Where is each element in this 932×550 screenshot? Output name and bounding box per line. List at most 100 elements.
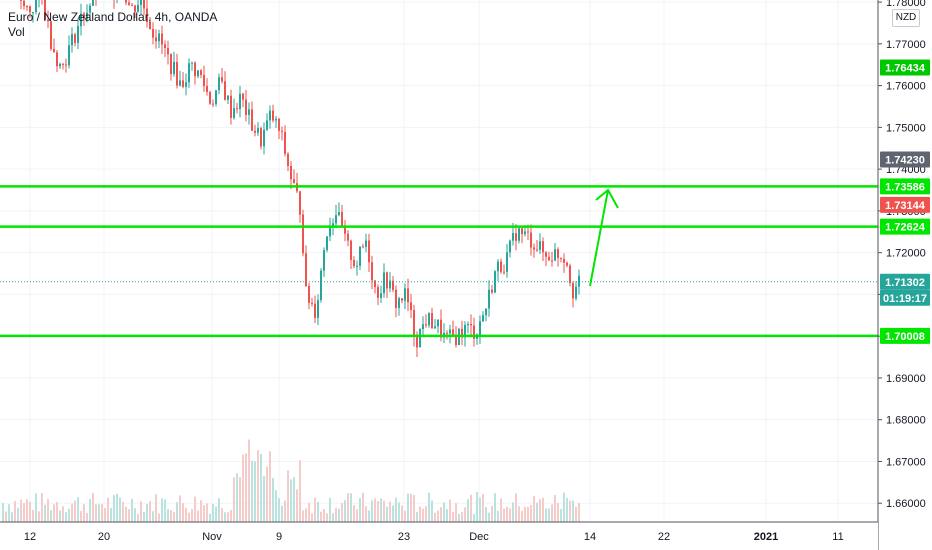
- candle-body: [86, 12, 88, 19]
- volume-bar: [308, 502, 310, 522]
- volume-bar: [224, 512, 226, 522]
- volume-bar: [392, 505, 394, 522]
- volume-bar: [497, 510, 499, 522]
- volume-bar: [443, 502, 445, 522]
- candle-body: [374, 280, 376, 288]
- currency-badge[interactable]: NZD: [892, 9, 920, 27]
- candle-body: [89, 5, 91, 13]
- volume-bar: [530, 504, 532, 522]
- candle-body: [410, 302, 412, 311]
- candle-body: [560, 257, 562, 259]
- volume-bar: [260, 453, 262, 522]
- volume-bar: [347, 493, 349, 522]
- volume-bar: [461, 511, 463, 522]
- countdown-label: 01:19:17: [883, 293, 927, 305]
- candle-body: [29, 6, 31, 13]
- candle-body: [551, 260, 553, 262]
- candle-body: [557, 249, 559, 258]
- candle-body: [554, 249, 556, 261]
- volume-bar: [458, 513, 460, 522]
- volume-bar: [206, 503, 208, 522]
- volume-bar: [14, 501, 16, 522]
- volume-bar: [125, 506, 127, 522]
- candle-body: [188, 63, 190, 83]
- price-tick-label: 1.78000: [886, 0, 926, 9]
- candle-body: [125, 0, 127, 3]
- candle-body: [398, 298, 400, 308]
- candle-body: [497, 261, 499, 272]
- candle-body: [257, 128, 259, 133]
- price-tag-label: 1.72624: [885, 222, 926, 234]
- volume-bar: [302, 510, 304, 522]
- volume-bar: [251, 460, 253, 522]
- volume-bar: [326, 513, 328, 522]
- volume-bar: [551, 504, 553, 522]
- candle-body: [143, 0, 145, 9]
- candle-body: [452, 329, 454, 336]
- volume-bar: [77, 497, 79, 522]
- volume-bar: [332, 513, 334, 522]
- candle-body: [518, 228, 520, 241]
- volume-bar: [59, 510, 61, 522]
- volume-bar: [170, 510, 172, 522]
- candle-body: [200, 70, 202, 75]
- volume-bar: [578, 503, 580, 522]
- candle-body: [440, 319, 442, 338]
- candle-body: [218, 77, 220, 91]
- candle-body: [71, 34, 73, 46]
- volume-bar: [446, 509, 448, 522]
- volume-bar: [377, 501, 379, 522]
- candle-body: [521, 228, 523, 235]
- projection-arrow-line: [589, 189, 609, 287]
- candle-body: [221, 77, 223, 82]
- volume-bar: [320, 511, 322, 522]
- candle-body: [47, 19, 49, 22]
- candle-body: [380, 293, 382, 298]
- volume-bar: [359, 498, 361, 522]
- candle-body: [479, 321, 481, 335]
- volume-bar: [191, 508, 193, 522]
- candle-body: [32, 12, 34, 14]
- candle-body: [434, 326, 436, 329]
- volume-bar: [311, 513, 313, 522]
- volume-bar: [272, 477, 274, 522]
- projection-arrow-head: [595, 188, 619, 209]
- candle-body: [50, 21, 52, 49]
- candle-body: [65, 64, 67, 66]
- volume-bar: [362, 492, 364, 522]
- volume-bar: [176, 502, 178, 522]
- volume-bar: [254, 461, 256, 522]
- candle-body: [425, 324, 427, 326]
- volume-bar: [116, 493, 118, 522]
- candle-body: [209, 91, 211, 104]
- legend-volume: Vol: [8, 25, 25, 39]
- volume-bar: [200, 500, 202, 522]
- candle-body: [233, 108, 235, 118]
- candle-body: [212, 103, 214, 105]
- candle-body: [416, 336, 418, 348]
- candle-body: [140, 0, 142, 5]
- candle-body: [182, 80, 184, 87]
- price-tag: [880, 196, 930, 213]
- volume-bar: [185, 507, 187, 522]
- price-tick-label: 1.66000: [886, 498, 926, 510]
- time-tick-label: 14: [584, 531, 596, 543]
- candle-body: [371, 262, 373, 281]
- volume-bar: [323, 509, 325, 522]
- volume-bar: [83, 504, 85, 522]
- candle-body: [23, 0, 25, 7]
- time-axis-bg: [0, 522, 878, 550]
- volume-bar: [299, 460, 301, 522]
- candle-body: [524, 231, 526, 235]
- candle-body: [317, 300, 319, 318]
- volume-bar: [527, 506, 529, 522]
- volume-bar: [380, 498, 382, 522]
- candle-body: [203, 74, 205, 87]
- volume-bar: [557, 503, 559, 522]
- candle-body: [503, 271, 505, 273]
- candle-body: [74, 34, 76, 43]
- candle-body: [545, 252, 547, 257]
- candle-body: [395, 289, 397, 308]
- candle-body: [548, 256, 550, 261]
